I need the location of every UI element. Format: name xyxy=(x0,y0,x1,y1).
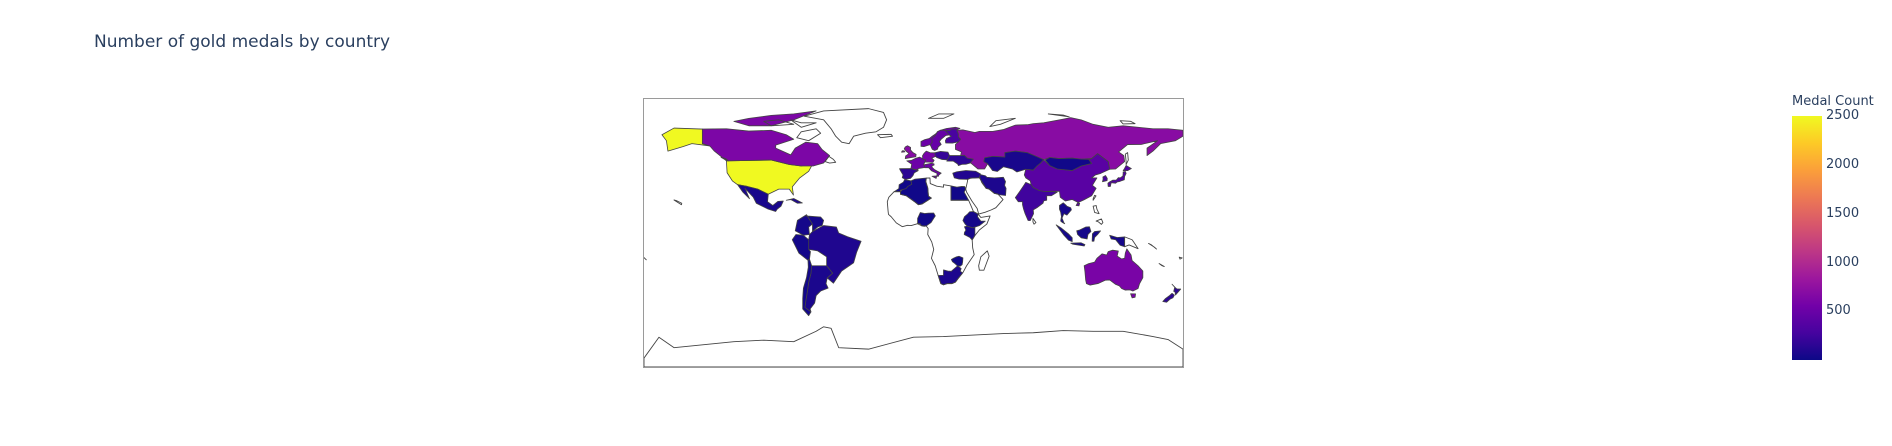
country-swe[interactable] xyxy=(929,129,950,151)
country-nga[interactable] xyxy=(917,212,936,227)
colorbar-tick-label: 1500 xyxy=(1826,205,1860,221)
landmass-outline xyxy=(796,128,822,142)
country-nzl[interactable] xyxy=(1162,283,1182,303)
country-zwe[interactable] xyxy=(950,255,964,267)
country-zaf[interactable] xyxy=(937,265,964,286)
world-map[interactable] xyxy=(644,99,1183,367)
country-layer xyxy=(661,110,1183,317)
country-eth[interactable] xyxy=(962,211,986,229)
landmass-outline xyxy=(1092,205,1100,215)
landmass-outline xyxy=(877,133,894,139)
country-ken[interactable] xyxy=(963,225,976,241)
country-chl[interactable] xyxy=(802,258,813,317)
landmass-outline xyxy=(1119,120,1136,125)
colorbar-tick-label: 2500 xyxy=(1826,108,1860,123)
landmass-outline xyxy=(1148,242,1157,250)
landmass-outline xyxy=(1158,263,1165,267)
country-irn[interactable] xyxy=(978,173,1007,196)
landmass-outline xyxy=(1032,217,1037,225)
country-mar[interactable] xyxy=(893,179,913,193)
landmass-outline xyxy=(1095,218,1104,225)
landmass-outline xyxy=(720,156,730,162)
country-pol[interactable] xyxy=(934,151,950,161)
landmass-outline xyxy=(763,119,795,127)
country-mng[interactable] xyxy=(1044,157,1093,171)
country-kor[interactable] xyxy=(1102,175,1108,183)
landmass-outline xyxy=(790,119,817,128)
country-aus[interactable] xyxy=(1083,248,1144,299)
landmass-outline xyxy=(644,326,1183,367)
country-deu[interactable] xyxy=(922,150,936,163)
country-ven[interactable] xyxy=(805,214,825,232)
country-per[interactable] xyxy=(791,234,811,261)
country-idn[interactable] xyxy=(1055,224,1126,248)
landmass-outline xyxy=(1124,152,1129,165)
landmass-outline xyxy=(927,113,955,119)
landmass-outline xyxy=(1124,236,1139,250)
coastline-layer xyxy=(644,108,1183,367)
map-frame[interactable] xyxy=(643,98,1184,368)
country-esp[interactable] xyxy=(899,168,919,180)
country-tha[interactable] xyxy=(1059,202,1072,225)
colorbar-tick-label: 1000 xyxy=(1826,254,1860,270)
country-mex[interactable] xyxy=(737,184,784,212)
colorbar xyxy=(1792,116,1822,360)
landmass-outline xyxy=(886,177,991,286)
country-gbr[interactable] xyxy=(901,145,917,159)
country-ind[interactable] xyxy=(1014,181,1058,221)
landmass-outline xyxy=(1178,256,1183,260)
country-jpn[interactable] xyxy=(1107,165,1132,187)
colorbar-title: Medal Count xyxy=(1792,94,1874,109)
country-ita[interactable] xyxy=(923,162,942,179)
landmass-outline xyxy=(1092,194,1097,201)
landmass-outline xyxy=(989,117,1016,128)
country-bra[interactable] xyxy=(803,225,862,284)
landmass-outline xyxy=(673,199,683,206)
chart-title: Number of gold medals by country xyxy=(94,32,391,52)
landmass-outline xyxy=(803,108,888,145)
landmass-outline xyxy=(644,257,647,261)
landmass-outline xyxy=(965,177,1004,215)
colorbar-tick-label: 2000 xyxy=(1826,156,1860,172)
landmass-outline xyxy=(978,250,990,271)
colorbar-ticks: 500 1000 1500 2000 2500 xyxy=(1826,109,1886,360)
country-cub[interactable] xyxy=(785,198,803,204)
colorbar-gradient xyxy=(1792,116,1822,360)
landmass-outline xyxy=(1047,113,1070,118)
landmass-outline xyxy=(824,155,837,164)
colorbar-tick-label: 500 xyxy=(1826,303,1851,319)
